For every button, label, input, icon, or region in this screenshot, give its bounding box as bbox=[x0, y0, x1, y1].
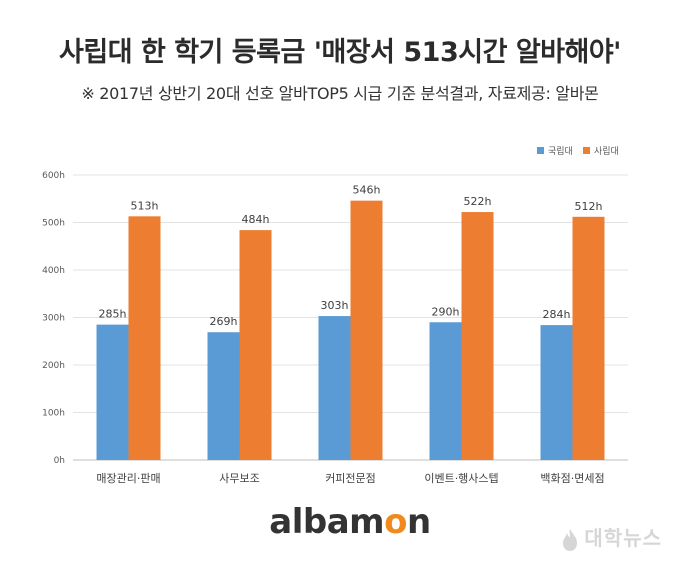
data-label: 546h bbox=[353, 184, 381, 197]
chart-title: 사립대 한 학기 등록금 '매장서 513시간 알바해야' bbox=[59, 37, 621, 68]
logo-text-accent: o bbox=[384, 502, 407, 542]
y-tick-label: 400h bbox=[42, 266, 65, 276]
y-tick-label: 0h bbox=[54, 456, 65, 466]
bar-national bbox=[96, 324, 129, 460]
legend-label-national: 국립대 bbox=[548, 146, 573, 157]
data-label: 285h bbox=[99, 308, 127, 321]
logo-text-end: n bbox=[406, 502, 431, 542]
data-label: 284h bbox=[543, 308, 571, 321]
data-label: 303h bbox=[321, 299, 349, 312]
data-label: 512h bbox=[575, 200, 603, 213]
legend-label-private: 사립대 bbox=[594, 146, 619, 157]
y-tick-label: 200h bbox=[42, 361, 65, 371]
albamon-logo: albamon bbox=[0, 502, 680, 542]
y-tick-label: 100h bbox=[42, 409, 65, 419]
flame-icon bbox=[563, 528, 578, 551]
x-tick-label: 이벤트·행사스텝 bbox=[424, 472, 498, 485]
bar-private bbox=[128, 216, 161, 460]
x-tick-label: 매장관리·판매 bbox=[96, 472, 160, 485]
x-tick-label: 백화점·면세점 bbox=[540, 472, 604, 485]
data-label: 522h bbox=[464, 195, 492, 208]
legend-swatch-national bbox=[537, 147, 544, 154]
bar-national bbox=[207, 332, 240, 460]
bar-national bbox=[318, 316, 351, 460]
bar-private bbox=[350, 200, 383, 460]
x-tick-label: 커피전문점 bbox=[325, 472, 376, 485]
watermark-text: 대학뉴스 bbox=[584, 526, 662, 550]
bar-private bbox=[572, 216, 605, 460]
x-tick-label: 사무보조 bbox=[219, 472, 259, 485]
data-label: 269h bbox=[210, 315, 238, 328]
watermark: 대학뉴스 bbox=[560, 522, 662, 552]
data-label: 513h bbox=[131, 199, 159, 212]
logo-text-main: albam bbox=[269, 502, 385, 542]
y-tick-label: 300h bbox=[42, 314, 65, 324]
data-label: 290h bbox=[432, 305, 460, 318]
bar-chart: 0h 100h 200h 300h 400h 500h 600h 285h 513h 매장관리·판… bbox=[42, 146, 628, 485]
legend-swatch-private bbox=[583, 147, 590, 154]
bar-private bbox=[239, 230, 272, 460]
bar-national bbox=[540, 325, 573, 460]
y-tick-label: 600h bbox=[42, 171, 65, 181]
data-label: 484h bbox=[242, 213, 270, 226]
y-tick-label: 500h bbox=[42, 219, 65, 229]
bar-national bbox=[429, 322, 462, 460]
chart-subtitle: ※ 2017년 상반기 20대 선호 알바TOP5 시급 기준 분석결과, 자료… bbox=[81, 84, 599, 103]
bar-private bbox=[461, 212, 494, 460]
